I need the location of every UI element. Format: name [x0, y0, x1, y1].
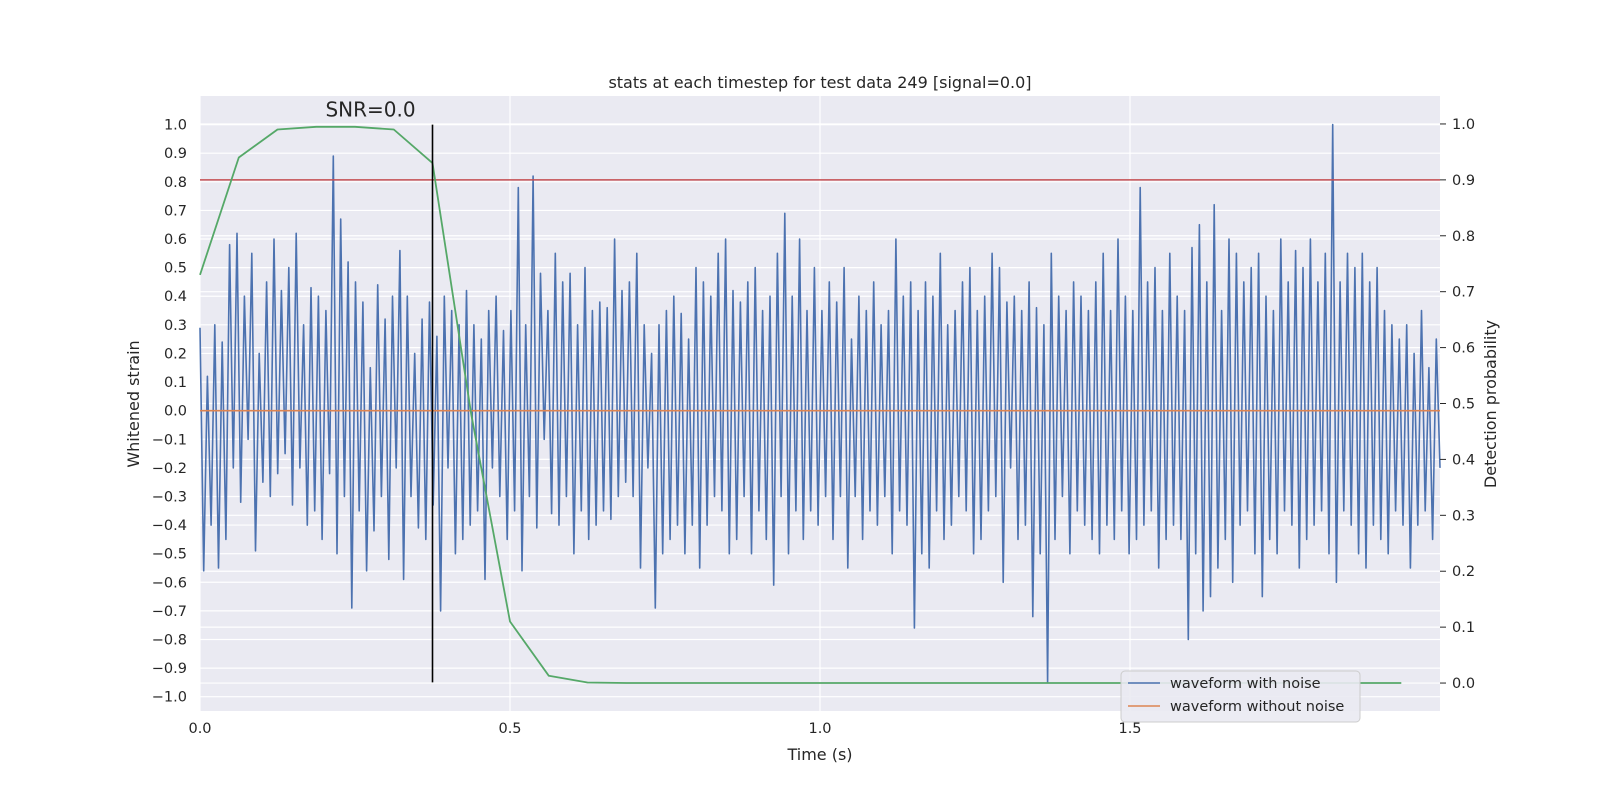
right-y-tick-label: 0.3 — [1452, 508, 1475, 524]
x-tick-label: 1.0 — [808, 721, 831, 737]
right-y-tick-label: 1.0 — [1452, 117, 1475, 133]
snr-annotation: SNR=0.0 — [325, 98, 415, 122]
right-y-tick-label: 0.6 — [1452, 341, 1475, 357]
legend-label-waveform-with-noise: waveform with noise — [1170, 676, 1321, 692]
left-y-tick-label: −0.3 — [152, 489, 187, 505]
left-y-tick-label: 0.8 — [164, 175, 187, 191]
left-y-tick-label: 0.6 — [164, 232, 187, 248]
left-y-tick-label: −0.7 — [152, 604, 187, 620]
x-tick-label: 0.0 — [188, 721, 211, 737]
left-y-axis-label: Whitened strain — [124, 340, 143, 467]
right-y-tick-label: 0.5 — [1452, 397, 1475, 413]
left-y-tick-label: 1.0 — [164, 118, 187, 134]
right-y-tick-label: 0.0 — [1452, 676, 1475, 692]
x-tick-label: 1.5 — [1118, 721, 1141, 737]
right-y-tick-label: 0.1 — [1452, 620, 1475, 636]
left-y-tick-label: 0.2 — [164, 346, 187, 362]
left-y-tick-label: 0.4 — [164, 289, 187, 305]
right-y-axis-ticks: 1.0 0.9 0.8 0.7 0.6 0.5 0.4 0.3 0.2 0.1 0.0 — [1440, 117, 1475, 692]
left-y-tick-label: 0.5 — [164, 261, 187, 277]
left-y-tick-label: 0.1 — [164, 375, 187, 391]
left-y-tick-label: −0.5 — [152, 547, 187, 563]
left-y-tick-label: −0.6 — [152, 575, 187, 591]
right-y-tick-label: 0.7 — [1452, 285, 1475, 301]
legend: waveform with noise waveform without noi… — [1120, 670, 1361, 723]
left-y-tick-label: −0.2 — [152, 461, 187, 477]
chart-title: stats at each timestep for test data 249… — [608, 73, 1031, 92]
left-y-tick-label: 0.0 — [164, 404, 187, 420]
left-y-tick-label: −0.4 — [152, 518, 187, 534]
right-y-tick-label: 0.8 — [1452, 229, 1475, 245]
left-y-tick-label: −1.0 — [152, 690, 187, 706]
x-axis-label: Time (s) — [786, 745, 852, 764]
legend-label-waveform-without-noise: waveform without noise — [1170, 699, 1344, 715]
left-y-tick-label: 0.9 — [164, 146, 187, 162]
left-y-tick-label: 0.3 — [164, 318, 187, 334]
left-y-tick-label: 0.7 — [164, 203, 187, 219]
right-y-tick-label: 0.2 — [1452, 564, 1475, 580]
left-y-tick-label: −0.8 — [152, 632, 187, 648]
left-y-tick-label: −0.1 — [152, 432, 187, 448]
x-tick-label: 0.5 — [498, 721, 521, 737]
left-y-tick-label: −0.9 — [152, 661, 187, 677]
right-y-axis-label: Detection probability — [1481, 320, 1500, 488]
right-y-tick-label: 0.4 — [1452, 452, 1475, 468]
right-y-tick-label: 0.9 — [1452, 173, 1475, 189]
left-y-axis-ticks: 1.0 0.9 0.8 0.7 0.6 0.5 0.4 0.3 0.2 0.1 0.0 −0.1 −0.… — [152, 118, 187, 706]
series-waveform-with-noise — [199, 123, 1441, 684]
x-axis-ticks: 0.0 0.5 1.0 1.5 — [188, 721, 1141, 737]
legend-box — [1120, 670, 1361, 723]
